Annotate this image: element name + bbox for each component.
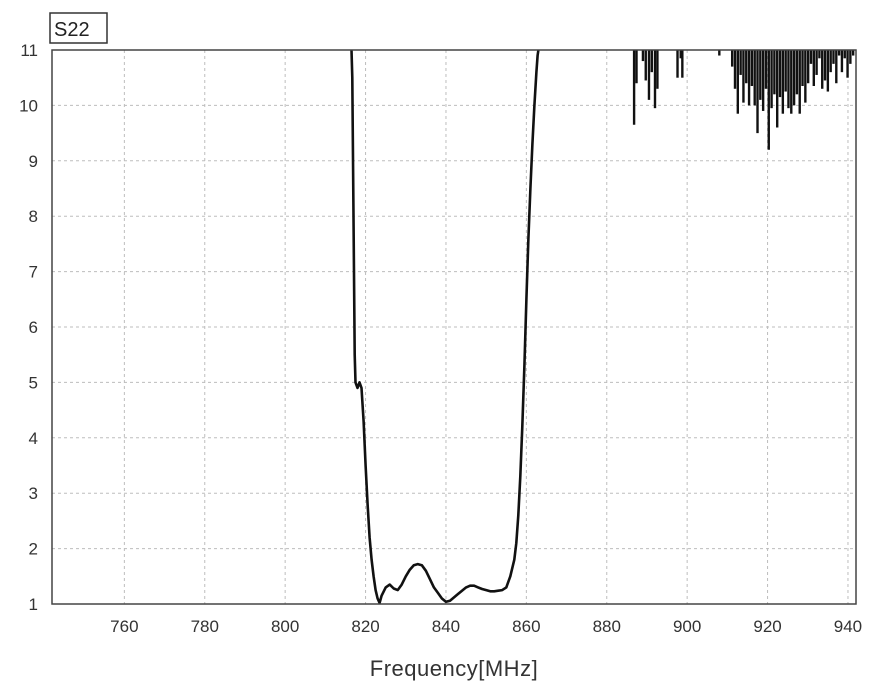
y-tick-label: 8 (29, 207, 38, 226)
y-tick-label: 11 (20, 41, 38, 60)
y-tick-label: 5 (29, 373, 38, 392)
s22-series-line (350, 49, 540, 605)
x-tick-label: 760 (110, 617, 138, 636)
y-tick-labels: 1 2 3 4 5 6 7 8 9 10 11 (19, 41, 38, 614)
out-of-band-spikes (632, 50, 855, 150)
y-tick-label: 2 (29, 540, 38, 559)
x-axis-title: Frequency[MHz] (370, 656, 538, 681)
x-tick-label: 860 (512, 617, 540, 636)
y-tick-label: 3 (29, 484, 38, 503)
plot-frame (51, 49, 857, 605)
y-tick-label: 4 (29, 429, 38, 448)
y-tick-label: 7 (29, 263, 38, 282)
x-tick-label: 840 (432, 617, 460, 636)
x-tick-label: 820 (351, 617, 379, 636)
x-tick-labels: 760 780 800 820 840 860 880 900 920 940 (110, 617, 862, 636)
chart-title: S22 (54, 19, 90, 41)
y-tick-label: 10 (19, 96, 38, 115)
x-tick-label: 940 (834, 617, 862, 636)
y-tick-label: 9 (29, 152, 38, 171)
y-tick-label: 6 (29, 318, 38, 337)
x-tick-label: 800 (271, 617, 299, 636)
x-tick-label: 880 (593, 617, 621, 636)
chart-title-box (49, 12, 108, 44)
y-tick-label: 1 (29, 595, 38, 614)
x-tick-label: 920 (753, 617, 781, 636)
x-tick-label: 780 (191, 617, 219, 636)
x-tick-label: 900 (673, 617, 701, 636)
